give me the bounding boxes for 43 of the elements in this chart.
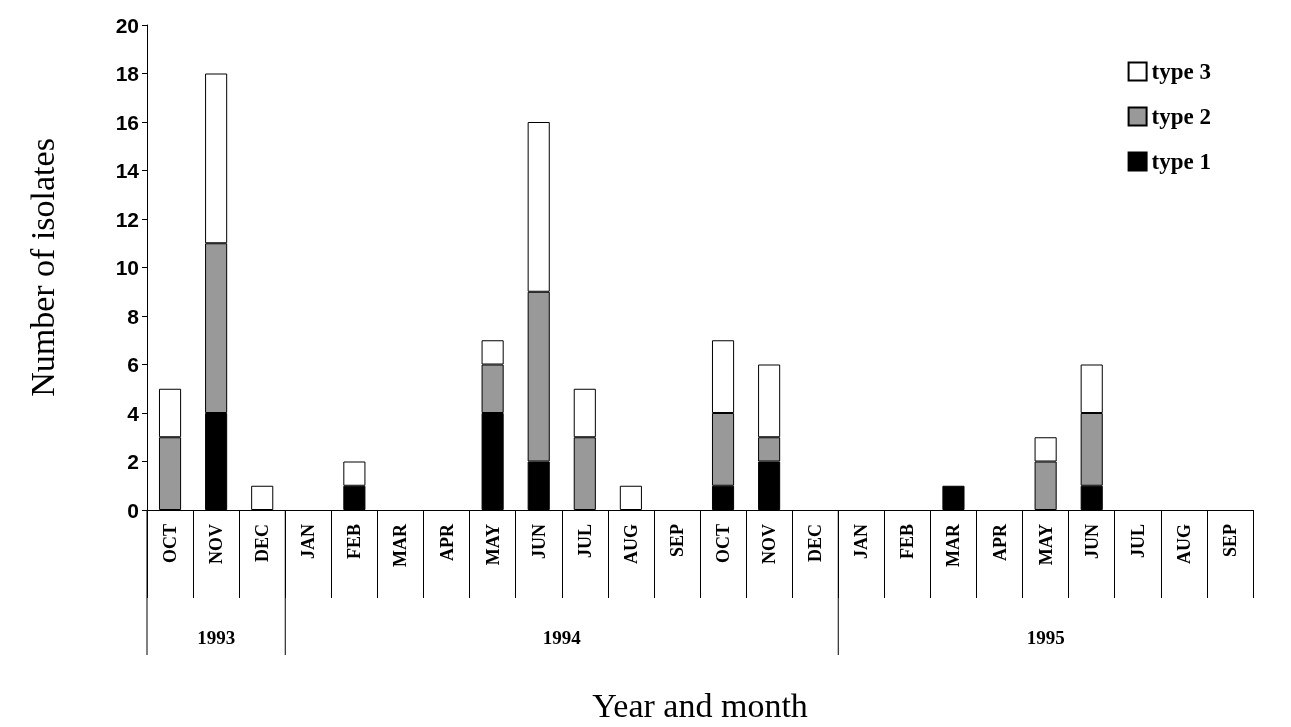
x-tick-label: JAN [851,524,872,559]
x-tick-label: MAR [943,523,964,567]
y-axis-title: Number of isolates [23,138,61,397]
x-tick-label: AUG [620,524,641,564]
legend-label: type 3 [1151,59,1212,84]
text: 1993 [197,626,236,648]
x-tick-label: OCT [160,524,181,564]
y-tick-label: 4 [127,401,140,425]
x-tick-label: SEP [666,524,687,558]
x-tick-label: MAY [482,524,503,566]
x-tick-label: DEC [252,524,273,563]
x-tick-label: APR [436,523,457,561]
x-tick-label: JUN [1081,524,1102,559]
y-tick-label: 2 [127,450,139,473]
x-axis-title: Year and month [592,686,808,724]
x-tick-label: NOV [206,524,227,564]
x-tick-label: DEC [805,524,826,563]
x-tick-label: NOV [759,524,780,564]
y-tick-label: 0 [127,498,139,522]
x-tick-label: OCT [713,524,734,564]
y-tick-label: 18 [115,62,140,85]
x-tick-label: AUG [1173,524,1194,564]
text: 1994 [542,626,582,648]
x-tick-label: FEB [344,524,365,560]
legend-label: type 1 [1151,149,1212,174]
y-tick-label: 12 [115,207,139,231]
x-tick-label: SEP [1219,524,1240,558]
y-tick-label: 16 [115,110,139,134]
y-tick-label: 10 [115,256,139,279]
text: 1995 [1026,626,1065,648]
y-tick-label: 8 [127,304,140,328]
y-tick-label: 14 [115,159,140,182]
x-tick-label: JAN [298,524,319,559]
x-tick-label: JUL [1127,524,1148,559]
x-tick-label: APR [989,523,1010,561]
x-tick-label: MAR [390,523,411,567]
x-tick-label: MAY [1035,524,1056,566]
y-tick-label: 6 [127,353,139,376]
y-tick-label: 20 [115,13,139,37]
x-tick-label: FEB [897,524,918,560]
legend-label: type 2 [1151,104,1212,129]
x-tick-label: JUN [528,524,549,559]
x-tick-label: JUL [574,524,595,559]
